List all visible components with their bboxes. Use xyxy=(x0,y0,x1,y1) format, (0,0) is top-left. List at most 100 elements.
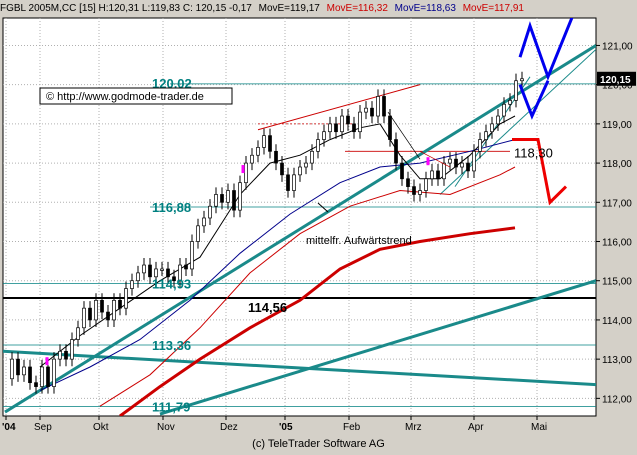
candle-body xyxy=(466,162,470,172)
signal-candle xyxy=(426,157,430,166)
candle-body xyxy=(370,107,374,117)
candle-body xyxy=(244,162,248,184)
level-label: 114,93 xyxy=(152,276,191,291)
copyright-footer: (c) TeleTrader Software AG xyxy=(252,438,385,450)
candle-body xyxy=(292,174,296,191)
candle-body xyxy=(184,264,188,270)
candle-body xyxy=(70,339,74,360)
y-tick-label: 112,00 xyxy=(602,394,632,405)
y-tick-label: 116,00 xyxy=(602,238,632,249)
level-label: 114,56 xyxy=(248,300,287,315)
y-tick-label: 114,00 xyxy=(602,316,632,327)
candle-body xyxy=(142,264,146,274)
level-label: 113,36 xyxy=(152,338,191,353)
forecast-path-mid xyxy=(518,80,550,120)
candle-body xyxy=(100,299,104,313)
candle-body xyxy=(364,107,368,113)
candle-body xyxy=(460,162,464,168)
trend-annotation: mittelfr. Aufwärtstrend xyxy=(306,235,412,247)
copyright-box xyxy=(39,87,233,105)
candle-body xyxy=(178,264,182,282)
helper-line xyxy=(387,111,421,160)
level-label: 118,30 xyxy=(514,145,553,160)
candle-body xyxy=(496,115,500,125)
forecast-path-down xyxy=(512,138,568,206)
candle-body xyxy=(250,154,254,164)
candle-body xyxy=(58,350,62,360)
x-tick-label: '04 xyxy=(2,422,16,433)
candle-body xyxy=(400,162,404,180)
candle-body xyxy=(262,135,266,148)
candle-body xyxy=(40,366,44,387)
candle-body xyxy=(274,150,278,164)
candle-body xyxy=(502,103,506,117)
candle-body xyxy=(232,190,236,211)
candle-body xyxy=(376,96,380,117)
candle-body xyxy=(382,96,386,117)
candle-body xyxy=(208,205,212,219)
candle-body xyxy=(484,131,488,140)
candle-body xyxy=(76,327,80,340)
candle-body xyxy=(10,358,14,380)
copyright-watermark: © http://www.godmode-trader.de xyxy=(46,91,204,103)
level-label: 116,88 xyxy=(152,200,191,215)
candle-body xyxy=(220,194,224,203)
candle-body xyxy=(268,135,272,152)
chart-header: FGBL 2005M,CC [15] H:120,31 L:119,83 C: … xyxy=(0,0,637,18)
moving-average-fast xyxy=(39,115,516,368)
x-tick-label: '05 xyxy=(279,422,293,433)
candle-body xyxy=(226,190,230,203)
candle-body xyxy=(52,358,56,387)
candle-body xyxy=(508,99,512,105)
candle-body xyxy=(352,123,356,133)
candle-body xyxy=(418,190,422,195)
candle-body xyxy=(94,299,98,321)
candle-body xyxy=(238,182,242,211)
long-uptrend-line xyxy=(159,279,596,416)
candle-body xyxy=(214,194,218,207)
plot-area xyxy=(2,17,597,417)
candle-body xyxy=(46,366,50,387)
level-label: 111,79 xyxy=(152,400,190,415)
moving-average-2: MovE=116,32 xyxy=(326,3,388,14)
candle-body xyxy=(22,366,26,376)
main-uptrend-line xyxy=(4,44,596,414)
y-tick-label: 119,00 xyxy=(602,120,632,131)
candle-body xyxy=(88,307,92,321)
forecast-path-up xyxy=(518,18,574,82)
candle-body xyxy=(298,166,302,176)
symbol-info: FGBL 2005M,CC [15] H:120,31 L:119,83 C: … xyxy=(0,3,252,14)
y-tick-label: 118,00 xyxy=(602,159,632,170)
candle-body xyxy=(448,158,452,164)
y-tick-label: 121,00 xyxy=(602,41,633,52)
candle-body xyxy=(358,111,362,133)
signal-candle xyxy=(241,165,245,174)
annotation-pointer xyxy=(317,202,329,213)
candle-body xyxy=(118,299,122,309)
moving-average-1: MovE=119,17 xyxy=(258,3,320,14)
candle-body xyxy=(472,150,476,172)
candle-body xyxy=(520,78,524,82)
candle-body xyxy=(106,311,110,321)
candle-body xyxy=(172,276,176,282)
y-tick-label: 113,00 xyxy=(602,355,632,366)
last-price-label: 120,15 xyxy=(600,75,631,86)
candle-body xyxy=(340,115,344,133)
last-price-box xyxy=(597,71,636,86)
candle-body xyxy=(28,366,32,384)
x-tick-label: Mrz xyxy=(405,422,422,433)
level-label: 120,02 xyxy=(152,76,192,91)
candle-body xyxy=(34,382,38,387)
candle-body xyxy=(256,147,260,156)
moving-average-long xyxy=(119,226,516,416)
x-tick-label: Mai xyxy=(531,422,547,433)
candle-body xyxy=(286,174,290,191)
x-tick-label: Dez xyxy=(220,422,238,433)
helper-line-red xyxy=(419,151,451,168)
candle-body xyxy=(154,268,158,278)
candle-body xyxy=(166,268,170,278)
candle-body xyxy=(148,264,152,278)
channel-top-line xyxy=(257,84,421,131)
candle-body xyxy=(112,299,116,321)
